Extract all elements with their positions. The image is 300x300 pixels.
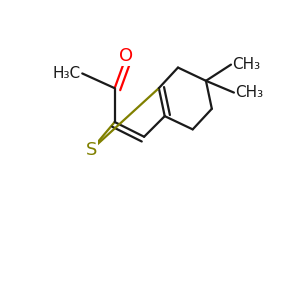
Text: CH₃: CH₃ [232,57,261,72]
Text: H₃C: H₃C [53,66,81,81]
Text: CH₃: CH₃ [236,85,263,100]
Text: O: O [119,47,134,65]
Text: S: S [85,141,97,159]
